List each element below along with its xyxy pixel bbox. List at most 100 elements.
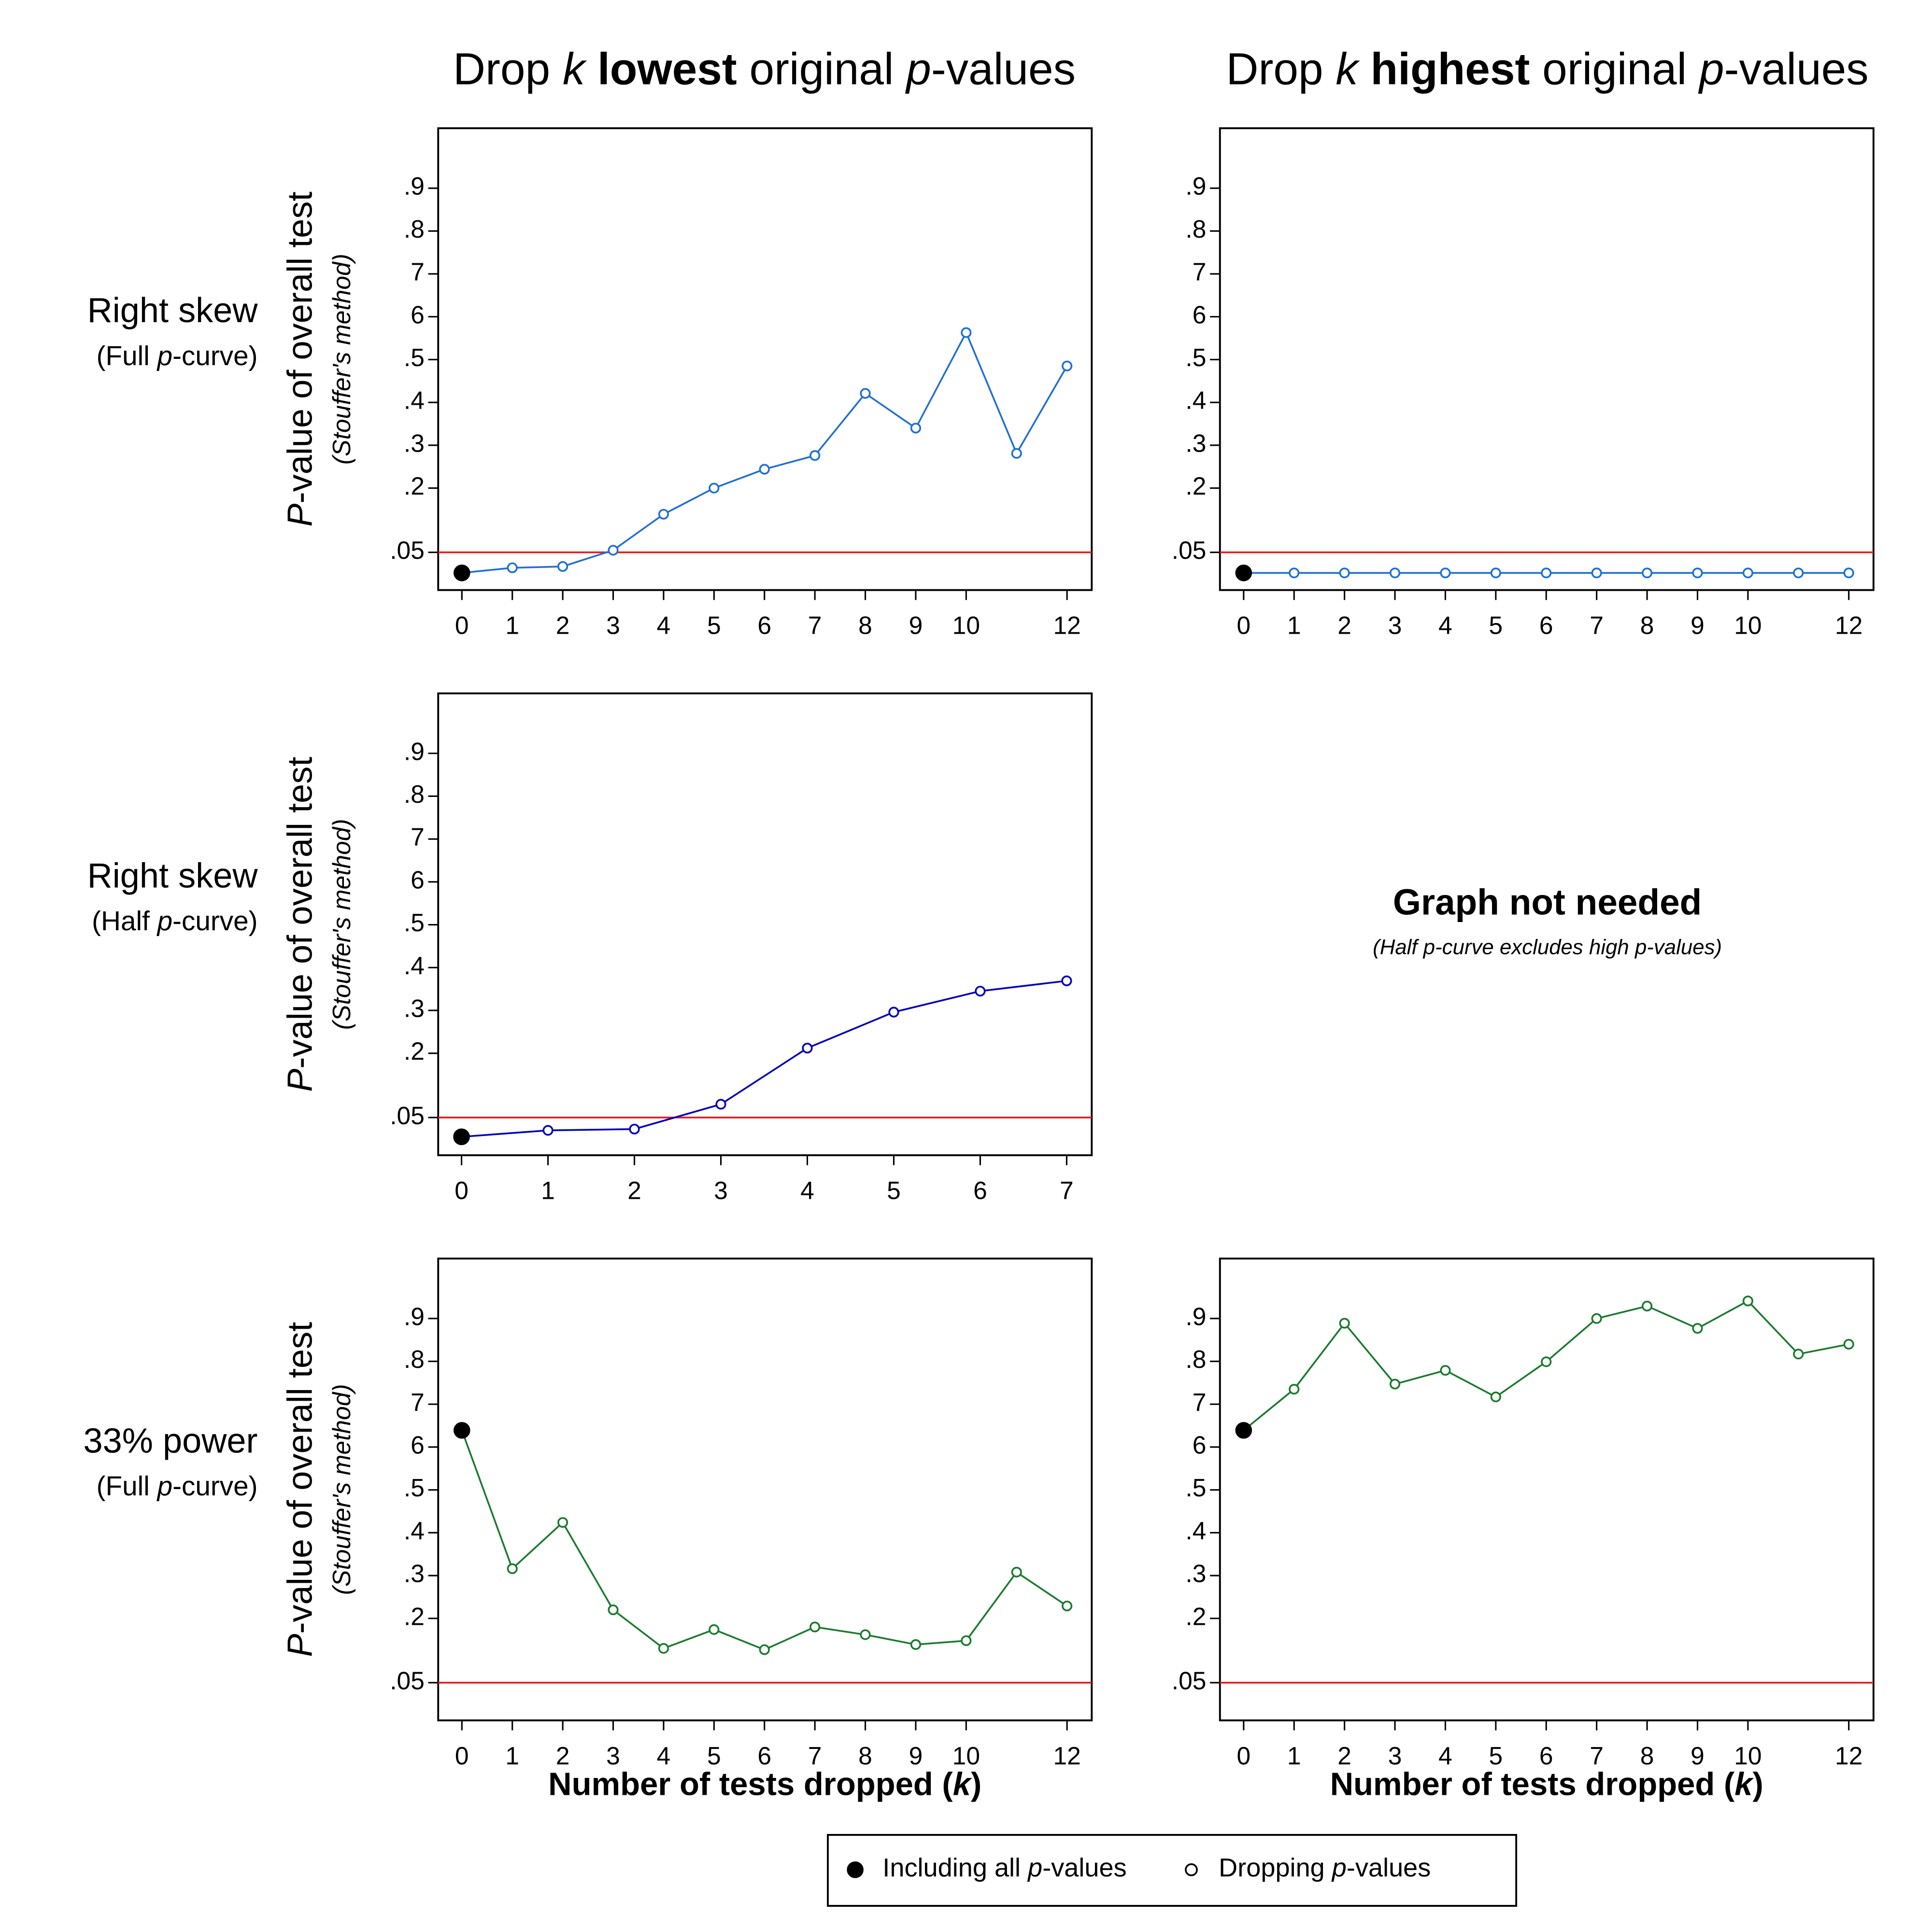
placeholder-title: Graph not needed [1393,881,1702,922]
point [608,545,619,556]
y-tick-label: .5 [1185,1474,1206,1502]
y-tick-label: .3 [1185,429,1206,457]
x-tick-label: 12 [1835,1742,1862,1770]
highlight-point [453,1128,470,1145]
text-part: k [563,43,587,94]
text-part: p [1698,43,1724,94]
x-axis-label: Number of tests dropped (k) [548,1766,981,1802]
point [1289,568,1300,579]
row-sublabel: (Full p-curve) [97,341,258,371]
x-tick-label: 1 [1287,611,1301,639]
y-tick-label: 7 [411,1388,425,1416]
text-part: highest [1358,43,1530,94]
point [1793,568,1804,579]
text-part: p [156,906,173,937]
point [1389,568,1401,579]
row-label: 33% power [84,1421,258,1460]
y-tick-label: .5 [404,1474,425,1502]
y-tick-label: 6 [411,1431,425,1459]
x-tick-label: 12 [1835,611,1862,639]
point [709,483,720,494]
point [802,1042,813,1054]
text-part: Dropping [1219,1853,1332,1882]
y-tick-label: .8 [1185,1345,1206,1373]
text-part: (Half [92,906,157,937]
x-tick-label: 1 [1287,1742,1301,1770]
legend-label: Dropping p-values [1219,1853,1431,1882]
text-part: original [1530,43,1699,94]
y-axis-sublabel: (Stouffer's method) [327,254,355,465]
point [1011,1566,1022,1578]
text-part: -values [931,43,1076,94]
point [810,450,821,461]
text-part: p [156,1471,173,1502]
point [1843,1338,1854,1350]
x-tick-label: 3 [1388,611,1402,639]
y-tick-label: .2 [404,1037,425,1065]
highlight-point [454,564,470,582]
point [1692,1323,1703,1334]
point [1793,1349,1804,1360]
x-tick-label: 6 [1539,1742,1553,1770]
point [860,388,871,399]
y-tick-label: 7 [411,823,425,851]
y-tick-label: .2 [1185,1602,1206,1630]
x-tick-label: 0 [1237,611,1251,639]
point [1490,1392,1501,1403]
y-tick-label: .5 [404,909,425,937]
y-tick-label: .3 [1185,1560,1206,1588]
x-tick-label: 8 [1640,1742,1654,1770]
y-tick-label: 6 [411,866,425,894]
text-part: -values [1042,1853,1126,1882]
y-tick-label: .2 [404,472,425,500]
x-tick-label: 1 [505,611,519,639]
point [557,561,568,572]
point [1389,1378,1401,1390]
text-part: -value of overall test [281,192,319,504]
text-part: k [953,1766,973,1802]
text-part: -curve) [172,1471,257,1502]
text-part: lowest [585,43,737,94]
y-tick-label: .4 [1185,1517,1206,1545]
text-part: ) [971,1766,981,1802]
point [1289,1384,1300,1395]
y-tick-label: .05 [390,1101,425,1129]
panel: .05.2.3.4.567.8.90 1 2 3 4 5 6 7 8 9 10 12 [1172,127,1875,639]
x-tick-label: 12 [1053,1742,1080,1770]
text-part: (Full [97,1471,157,1502]
x-tick-label: 5 [707,611,721,639]
x-tick-label: 1 [541,1177,555,1205]
panel: .05.2.3.4.567.8.90 1 2 3 4 5 6 7 8 9 10 12P-value o… [281,127,1093,639]
x-tick-label: 4 [800,1177,814,1205]
text-part: k [1335,43,1360,94]
point [759,464,770,475]
point [608,1604,619,1616]
point [658,1643,669,1654]
x-tick-label: 4 [1438,1742,1452,1770]
point [1339,1318,1350,1329]
text-part: -value of overall test [281,757,319,1069]
point [1742,1295,1753,1307]
row-label: Right skew [87,291,258,330]
text-part: p [156,341,173,371]
x-tick-label: 10 [1734,1742,1762,1770]
point [658,509,669,520]
x-tick-label: 3 [606,1742,620,1770]
y-tick-label: 6 [1193,1431,1207,1459]
x-tick-label: 8 [1640,611,1654,639]
column-title: Drop k highest original p-values [1226,43,1869,94]
point [1440,568,1451,579]
x-tick-label: 5 [1489,1742,1503,1770]
text-part: -curve) [172,906,257,937]
y-tick-label: .05 [1172,1666,1207,1694]
y-tick-label: .9 [1185,172,1206,200]
x-tick-label: 7 [1590,611,1604,639]
point [715,1099,726,1110]
y-tick-label: .05 [390,1666,425,1694]
x-tick-label: 7 [1590,1742,1604,1770]
text-part: -values [1347,1853,1431,1882]
x-tick-label: 10 [952,1742,980,1770]
